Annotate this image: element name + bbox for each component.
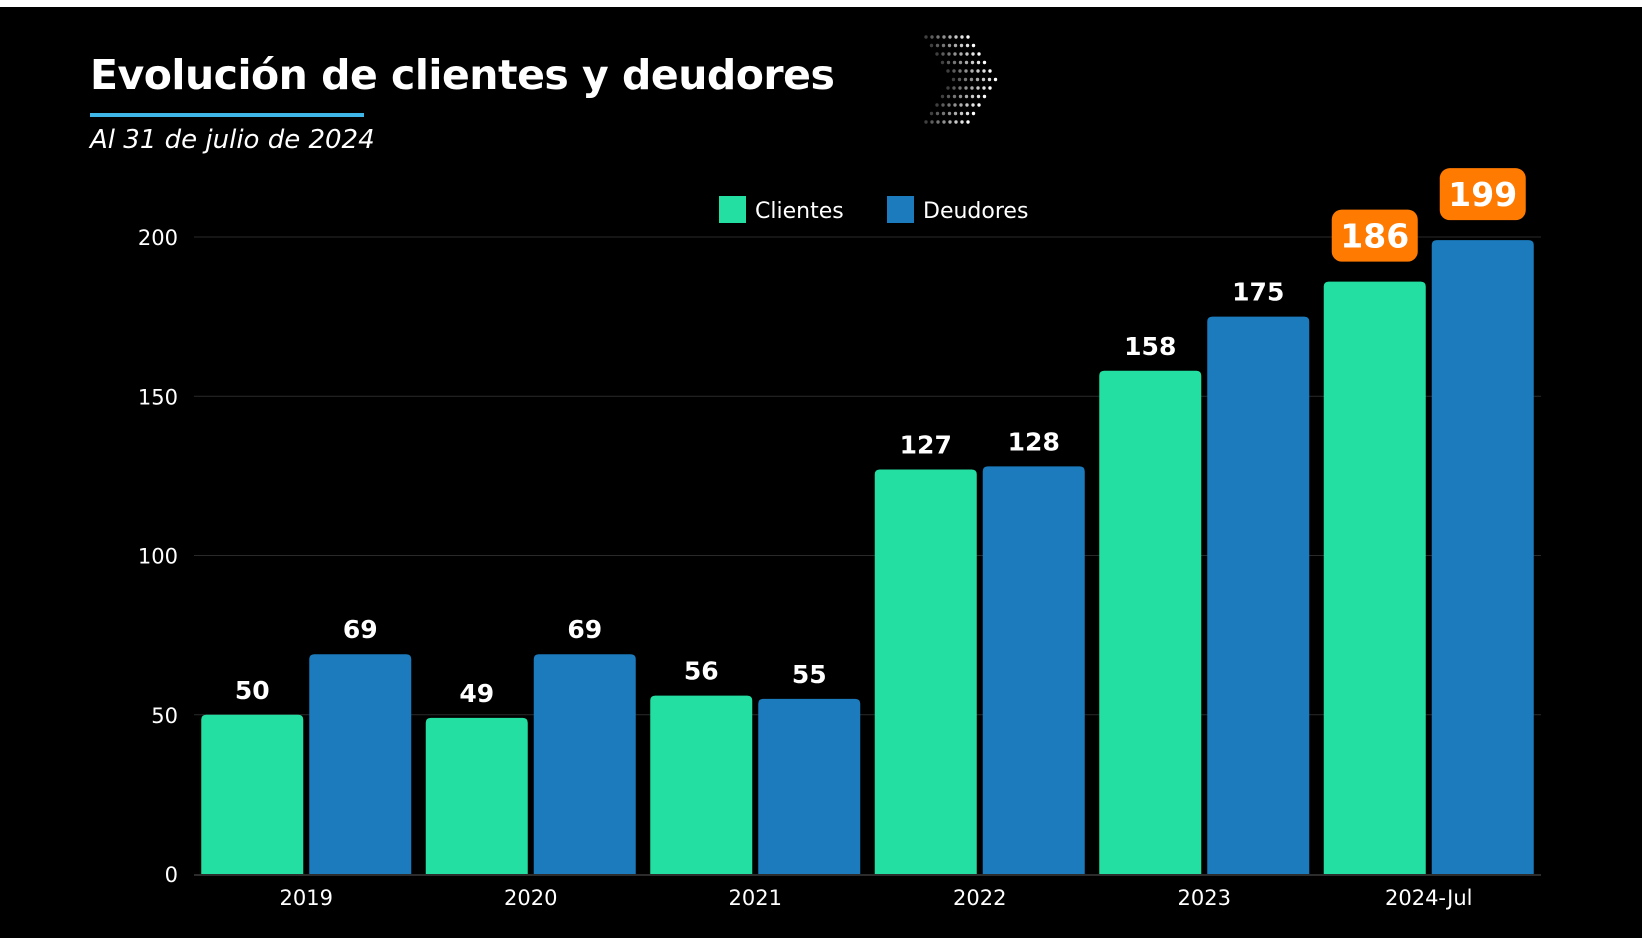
data-label-clientes-2021: 56 (684, 657, 719, 686)
bar-clientes-2024-Jul (1323, 281, 1426, 875)
y-tick-label: 0 (165, 863, 178, 887)
data-label-clientes-2020: 49 (459, 679, 494, 708)
bar-deudores-2020 (533, 654, 636, 874)
data-label-deudores-2023: 175 (1232, 278, 1284, 307)
legend-label: Deudores (923, 199, 1028, 224)
x-tick-label: 2024-Jul (1385, 886, 1473, 910)
chevron-right-dotted-icon (924, 35, 998, 124)
y-tick-label: 50 (151, 704, 178, 728)
bar-deudores-2021 (758, 698, 861, 874)
bar-clientes-2019 (201, 714, 304, 874)
legend-label: Clientes (755, 199, 844, 224)
legend-item-clientes: Clientes (719, 196, 844, 224)
axes: 0 50 100 150 200 2019 2020 2021 2022 2023 2024-Jul (138, 226, 1541, 910)
data-label-clientes-2022: 127 (900, 431, 952, 460)
x-tick-label: 2021 (729, 886, 782, 910)
legend: Clientes Deudores (719, 196, 1028, 224)
legend-item-deudores: Deudores (887, 196, 1028, 224)
x-tick-label: 2020 (504, 886, 557, 910)
bar-deudores-2023 (1207, 316, 1310, 874)
data-label-deudores-2022: 128 (1008, 427, 1060, 456)
x-tick-label: 2022 (953, 886, 1006, 910)
data-label-deudores-2019: 69 (343, 615, 378, 644)
title-underline (90, 113, 364, 117)
y-tick-label: 100 (138, 545, 178, 569)
legend-swatch (719, 196, 746, 223)
bar-deudores-2024-Jul (1431, 240, 1534, 874)
bar-clientes-2023 (1099, 370, 1202, 874)
page-subtitle: Al 31 de julio de 2024 (90, 125, 375, 155)
legend-swatch (887, 196, 914, 223)
bar-deudores-2019 (309, 654, 412, 874)
page-title: Evolución de clientes y deudores (90, 51, 835, 99)
data-label-deudores-2024-Jul: 199 (1448, 175, 1517, 214)
x-tick-label: 2019 (280, 886, 333, 910)
x-tick-label: 2023 (1178, 886, 1231, 910)
highlight-badge-clientes (1331, 209, 1418, 262)
bar-clientes-2021 (650, 695, 753, 874)
bars (201, 240, 1534, 875)
data-label-clientes-2019: 50 (235, 676, 270, 705)
data-label-deudores-2021: 55 (792, 660, 827, 689)
data-label-deudores-2020: 69 (567, 615, 602, 644)
data-label-clientes-2023: 158 (1124, 332, 1176, 361)
y-tick-label: 200 (138, 226, 178, 250)
bar-deudores-2022 (982, 466, 1085, 874)
y-tick-label: 150 (138, 385, 178, 409)
data-labels: 50 69 49 69 56 55 127 128 158 175 186 199 (235, 168, 1526, 708)
highlight-badge-deudores (1439, 168, 1526, 221)
bar-clientes-2022 (874, 469, 977, 874)
grid-lines (194, 236, 1541, 716)
data-label-clientes-2024-Jul: 186 (1340, 217, 1409, 256)
bar-clientes-2020 (425, 717, 528, 874)
